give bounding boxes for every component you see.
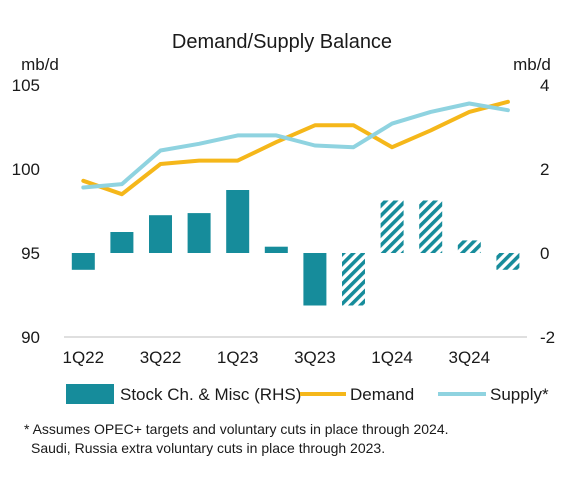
left-tick-105: 105	[12, 76, 40, 95]
right-tick-0: 0	[540, 244, 549, 263]
bar-3Q24	[457, 240, 481, 253]
left-axis-unit: mb/d	[21, 55, 59, 74]
line-series	[81, 99, 510, 197]
right-tick-2: 2	[540, 160, 549, 179]
bar-2Q23	[264, 246, 288, 253]
legend-label-stock-change: Stock Ch. & Misc (RHS)	[120, 385, 301, 404]
left-tick-90: 90	[21, 328, 40, 347]
bar-4Q24	[496, 253, 520, 270]
line-supply	[81, 101, 510, 190]
bar-4Q22	[187, 213, 211, 253]
legend-label-demand: Demand	[350, 385, 414, 404]
legend-label-supply: Supply*	[490, 385, 549, 404]
footnote-line-2: Saudi, Russia extra voluntary cuts in pl…	[31, 440, 386, 456]
left-axis-ticks: 90 95 100 105	[12, 76, 40, 347]
x-tick-1Q23: 1Q23	[217, 348, 259, 367]
right-tick--2: -2	[540, 328, 555, 347]
x-axis-ticks: 1Q22 3Q22 1Q23 3Q23 1Q24 3Q24	[63, 348, 491, 367]
x-tick-3Q22: 3Q22	[140, 348, 182, 367]
left-tick-100: 100	[12, 160, 40, 179]
bar-3Q23	[303, 253, 327, 306]
x-tick-1Q22: 1Q22	[63, 348, 105, 367]
x-tick-3Q24: 3Q24	[449, 348, 491, 367]
stock-change-bars	[71, 190, 520, 306]
left-tick-95: 95	[21, 244, 40, 263]
bar-2Q22	[110, 232, 134, 253]
bar-1Q23	[226, 190, 250, 253]
bar-4Q23	[342, 253, 365, 306]
bar-2Q24	[419, 200, 443, 253]
right-axis-ticks: -2 0 2 4	[540, 76, 555, 347]
bar-3Q22	[149, 215, 172, 253]
right-axis-unit: mb/d	[513, 55, 551, 74]
chart-title: Demand/Supply Balance	[172, 31, 392, 53]
x-tick-1Q24: 1Q24	[371, 348, 413, 367]
footnote-line-1: * Assumes OPEC+ targets and voluntary cu…	[24, 421, 449, 437]
right-tick-4: 4	[540, 76, 549, 95]
legend-swatch-stock-change	[66, 384, 114, 404]
bar-1Q24	[380, 200, 404, 253]
legend: Stock Ch. & Misc (RHS) Demand Supply*	[66, 384, 549, 404]
line-demand	[81, 99, 510, 197]
x-tick-3Q23: 3Q23	[294, 348, 336, 367]
bar-1Q22	[71, 253, 95, 270]
